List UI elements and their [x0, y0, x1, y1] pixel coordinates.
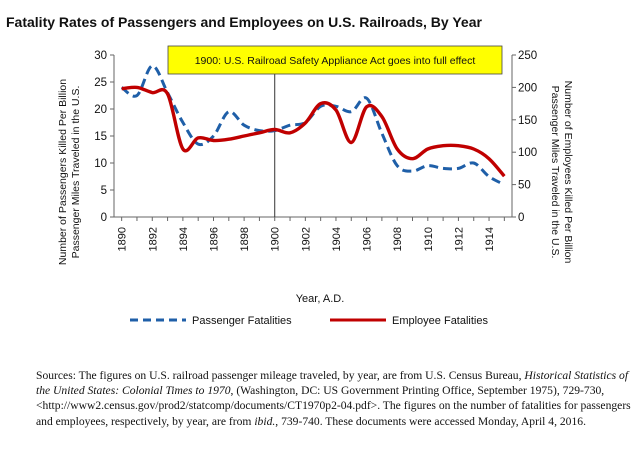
x-tick-label: 1902	[300, 227, 312, 251]
y-axis-label-right-line-2: Passenger Miles Traveled in the U.S.	[549, 86, 561, 259]
y-axis-label-right: Number of Employees Killed Per Billion P…	[549, 81, 574, 264]
series-line-employee	[121, 85, 506, 178]
y-right-tick-label: 250	[518, 50, 537, 62]
axes: 0 5 10 15 20 25 30 0 50 100 150 200 250 1890 1892 1894 1…	[94, 50, 537, 251]
y-axis-label-right-line-1: Number of Employees Killed Per Billion	[562, 81, 574, 264]
x-tick-label: 1914	[484, 227, 496, 251]
legend: Passenger Fatalities Employee Fatalities	[130, 315, 488, 327]
x-tick-label: 1898	[239, 227, 251, 251]
x-tick-label: 1894	[178, 227, 190, 251]
x-tick-label: 1900	[270, 227, 282, 251]
series-line-passenger	[120, 64, 505, 186]
sources-text-1: Sources: The figures on U.S. railroad pa…	[36, 369, 525, 382]
chart-title: Fatality Rates of Passengers and Employe…	[6, 14, 482, 30]
annotation-text: 1900: U.S. Railroad Safety Appliance Act…	[195, 55, 476, 67]
x-axis-label: Year, A.D.	[296, 293, 345, 305]
annotation-box	[167, 45, 503, 75]
y-left-tick-label: 10	[94, 158, 107, 170]
legend-label-passenger: Passenger Fatalities	[192, 315, 292, 327]
legend-label-employee: Employee Fatalities	[392, 315, 488, 327]
sources-italic-ibid: ibid.	[254, 414, 276, 428]
x-tick-label: 1890	[117, 227, 129, 251]
data-marks	[120, 64, 506, 217]
y-right-tick-label: 50	[518, 180, 531, 192]
y-axis-label-left-line-1: Number of Passengers Killed Per Billion	[57, 79, 69, 265]
sources-text-3: , 739-740. These documents were accessed…	[275, 414, 586, 428]
sources-note: Sources: The figures on U.S. railroad pa…	[36, 368, 632, 429]
x-tick-label: 1904	[331, 227, 343, 251]
y-left-tick-label: 0	[101, 212, 107, 224]
y-left-tick-label: 15	[94, 131, 107, 143]
y-left-tick-label: 5	[101, 185, 107, 197]
y-axis-label-left-line-2: Passenger Miles Traveled in the U.S.	[70, 86, 82, 259]
sources-text-2: , (Washington, DC: US Government Printin…	[36, 384, 631, 428]
y-right-tick-label: 150	[518, 115, 537, 127]
y-left-tick-label: 25	[94, 77, 107, 89]
y-left-tick-label: 30	[94, 50, 107, 62]
x-tick-label: 1892	[147, 227, 159, 251]
fatality-chart: Fatality Rates of Passengers and Employe…	[6, 14, 574, 327]
y-axis-label-left: Number of Passengers Killed Per Billion …	[57, 79, 82, 265]
x-tick-label: 1896	[209, 227, 221, 251]
x-tick-label: 1910	[423, 227, 435, 251]
x-tick-label: 1912	[453, 227, 465, 251]
y-left-tick-label: 20	[94, 104, 107, 116]
x-tick-label: 1906	[362, 227, 374, 251]
y-right-tick-label: 200	[518, 82, 537, 94]
y-right-tick-label: 0	[518, 212, 524, 224]
x-tick-label: 1908	[392, 227, 404, 251]
y-right-tick-label: 100	[518, 147, 537, 159]
sources-italic-title: Historical Statistics of the United Stat…	[36, 369, 629, 398]
